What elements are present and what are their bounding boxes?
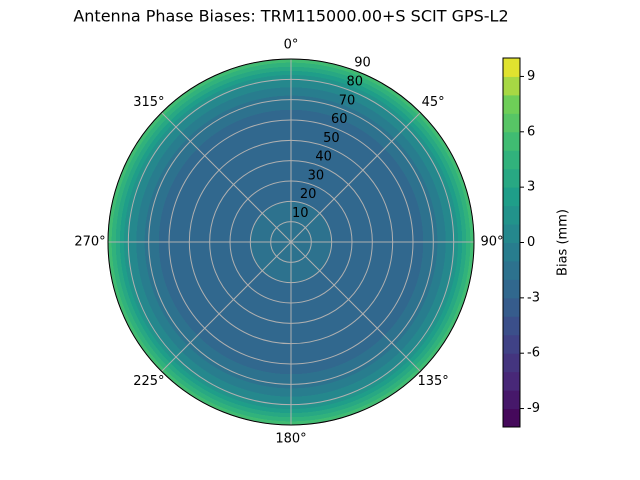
colorbar-band: [503, 316, 520, 336]
colorbar-band: [503, 131, 520, 151]
colorbar-band: [503, 187, 520, 207]
colorbar-band: [503, 260, 520, 280]
colorbar-band: [503, 58, 520, 77]
colorbar-band: [503, 224, 520, 243]
angular-tick-label: 0°: [284, 38, 299, 53]
colorbar-tick-label: 9: [527, 69, 535, 84]
radial-tick-label: 90: [354, 56, 371, 71]
radial-tick-label: 80: [347, 75, 364, 90]
radial-tick-label: 60: [331, 112, 348, 127]
radial-tick-label: 40: [315, 150, 332, 165]
colorbar-tick-label: -6: [527, 346, 540, 361]
angular-grid-line: [161, 112, 292, 243]
colorbar-tick-label: 0: [527, 235, 535, 250]
radial-tick-label: 50: [323, 131, 340, 146]
colorbar-band: [503, 113, 520, 133]
angular-grid-line: [290, 112, 421, 243]
angular-tick-label: 315°: [133, 95, 164, 110]
angular-grid-line: [290, 241, 421, 372]
radial-tick-label: 20: [300, 187, 317, 202]
colorbar-tick-label: -9: [527, 401, 540, 416]
colorbar-band: [503, 76, 520, 96]
colorbar-band: [503, 242, 520, 262]
colorbar-band: [503, 408, 520, 428]
colorbar-tick-label: 6: [527, 124, 535, 139]
radial-tick-label: 10: [292, 206, 309, 221]
colorbar-label: Bias (mm): [556, 209, 571, 276]
polar-frame: [107, 58, 475, 426]
colorbar-band: [503, 297, 520, 317]
angular-tick-label: 45°: [422, 95, 445, 110]
colorbar-band: [503, 353, 520, 373]
colorbar-band: [503, 279, 520, 299]
colorbar-band: [503, 150, 520, 170]
radial-tick-label: 70: [339, 93, 356, 108]
colorbar-band: [503, 334, 520, 354]
colorbar-tick-label: -3: [527, 290, 540, 305]
radial-tick-label: 30: [308, 168, 325, 183]
chart-title: Antenna Phase Biases: TRM115000.00+S SCI…: [73, 7, 508, 26]
colorbar-band: [503, 168, 520, 188]
colorbar-band: [503, 371, 520, 391]
colorbar-band: [503, 94, 520, 114]
angular-tick-label: 90°: [480, 235, 503, 250]
angular-grid-line: [161, 241, 292, 372]
colorbar-tick-label: 3: [527, 180, 535, 195]
angular-tick-label: 135°: [417, 374, 448, 389]
angular-tick-label: 270°: [74, 235, 105, 250]
colorbar-band: [503, 390, 520, 410]
angular-tick-label: 225°: [133, 374, 164, 389]
angular-tick-label: 180°: [275, 432, 306, 447]
colorbar-band: [503, 205, 520, 225]
